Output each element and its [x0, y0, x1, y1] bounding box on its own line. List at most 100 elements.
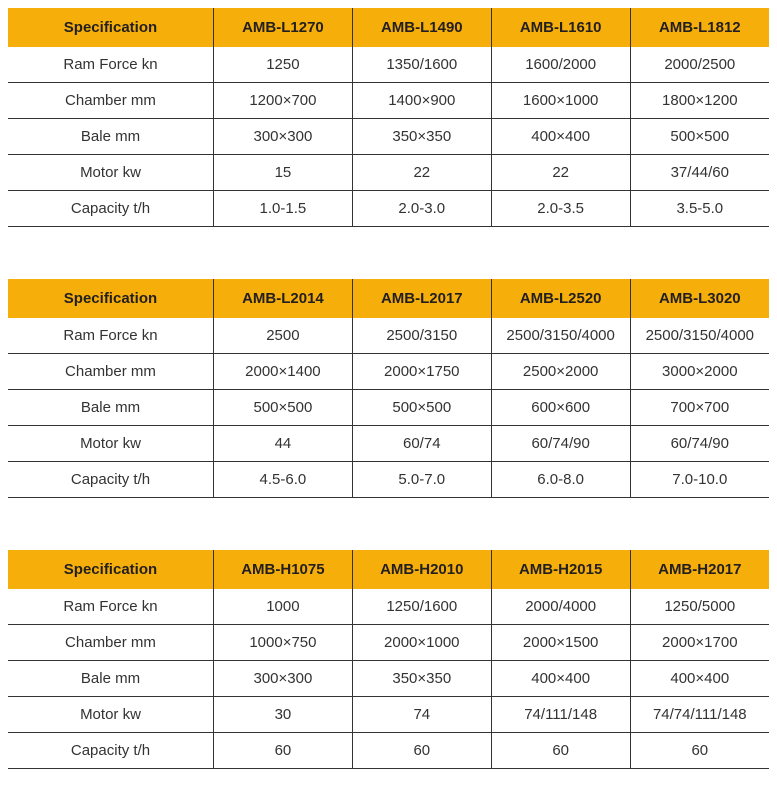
- data-cell: 2500/3150: [352, 318, 491, 354]
- col-header-model: AMB-L1270: [213, 8, 352, 47]
- data-cell: 1000×750: [213, 625, 352, 661]
- row-label: Motor kw: [8, 697, 213, 733]
- data-cell: 1350/1600: [352, 47, 491, 83]
- data-cell: 300×300: [213, 661, 352, 697]
- data-cell: 2.0-3.5: [491, 191, 630, 227]
- data-cell: 30: [213, 697, 352, 733]
- col-header-model: AMB-L1812: [630, 8, 769, 47]
- data-cell: 1.0-1.5: [213, 191, 352, 227]
- data-cell: 74/74/111/148: [630, 697, 769, 733]
- table-row: Capacity t/h1.0-1.52.0-3.02.0-3.53.5-5.0: [8, 191, 769, 227]
- table-header-row: SpecificationAMB-L1270AMB-L1490AMB-L1610…: [8, 8, 769, 47]
- data-cell: 350×350: [352, 661, 491, 697]
- data-cell: 60: [213, 733, 352, 769]
- row-label: Ram Force kn: [8, 47, 213, 83]
- col-header-model: AMB-L3020: [630, 279, 769, 318]
- table-header-row: SpecificationAMB-L2014AMB-L2017AMB-L2520…: [8, 279, 769, 318]
- data-cell: 1250/5000: [630, 589, 769, 625]
- data-cell: 2500: [213, 318, 352, 354]
- row-label: Ram Force kn: [8, 589, 213, 625]
- table-row: Bale mm300×300350×350400×400500×500: [8, 119, 769, 155]
- data-cell: 74/111/148: [491, 697, 630, 733]
- data-cell: 60: [491, 733, 630, 769]
- data-cell: 300×300: [213, 119, 352, 155]
- col-header-model: AMB-L2017: [352, 279, 491, 318]
- data-cell: 44: [213, 426, 352, 462]
- data-cell: 3.5-5.0: [630, 191, 769, 227]
- data-cell: 500×500: [630, 119, 769, 155]
- row-label: Chamber mm: [8, 354, 213, 390]
- data-cell: 60: [630, 733, 769, 769]
- row-label: Chamber mm: [8, 625, 213, 661]
- col-header-model: AMB-H2015: [491, 550, 630, 589]
- row-label: Capacity t/h: [8, 733, 213, 769]
- data-cell: 2500/3150/4000: [491, 318, 630, 354]
- col-header-specification: Specification: [8, 279, 213, 318]
- row-label: Capacity t/h: [8, 191, 213, 227]
- data-cell: 350×350: [352, 119, 491, 155]
- col-header-model: AMB-H1075: [213, 550, 352, 589]
- data-cell: 2.0-3.0: [352, 191, 491, 227]
- data-cell: 22: [491, 155, 630, 191]
- row-label: Bale mm: [8, 390, 213, 426]
- data-cell: 700×700: [630, 390, 769, 426]
- col-header-model: AMB-L2014: [213, 279, 352, 318]
- table-row: Chamber mm1200×7001400×9001600×10001800×…: [8, 83, 769, 119]
- data-cell: 400×400: [491, 661, 630, 697]
- table-row: Ram Force kn12501350/16001600/20002000/2…: [8, 47, 769, 83]
- data-cell: 15: [213, 155, 352, 191]
- data-cell: 22: [352, 155, 491, 191]
- row-label: Motor kw: [8, 155, 213, 191]
- data-cell: 3000×2000: [630, 354, 769, 390]
- data-cell: 400×400: [491, 119, 630, 155]
- data-cell: 1250: [213, 47, 352, 83]
- data-cell: 1400×900: [352, 83, 491, 119]
- table-row: Chamber mm1000×7502000×10002000×15002000…: [8, 625, 769, 661]
- data-cell: 2000×1750: [352, 354, 491, 390]
- data-cell: 2000×1000: [352, 625, 491, 661]
- row-label: Motor kw: [8, 426, 213, 462]
- table-row: Capacity t/h4.5-6.05.0-7.06.0-8.07.0-10.…: [8, 462, 769, 498]
- row-label: Chamber mm: [8, 83, 213, 119]
- table-row: Bale mm500×500500×500600×600700×700: [8, 390, 769, 426]
- table-row: Motor kw4460/7460/74/9060/74/90: [8, 426, 769, 462]
- table-row: Motor kw15222237/44/60: [8, 155, 769, 191]
- data-cell: 1200×700: [213, 83, 352, 119]
- table-row: Chamber mm2000×14002000×17502500×2000300…: [8, 354, 769, 390]
- data-cell: 2000/4000: [491, 589, 630, 625]
- row-label: Capacity t/h: [8, 462, 213, 498]
- table-header-row: SpecificationAMB-H1075AMB-H2010AMB-H2015…: [8, 550, 769, 589]
- col-header-model: AMB-H2017: [630, 550, 769, 589]
- data-cell: 2500×2000: [491, 354, 630, 390]
- data-cell: 1000: [213, 589, 352, 625]
- tables-root: Specification AMB-L1270AMB-L1490AMB-L1610…: [8, 8, 769, 769]
- data-cell: 74: [352, 697, 491, 733]
- table-row: Ram Force kn25002500/31502500/3150/40002…: [8, 318, 769, 354]
- data-cell: 1800×1200: [630, 83, 769, 119]
- col-header-model: AMB-L2520: [491, 279, 630, 318]
- data-cell: 7.0-10.0: [630, 462, 769, 498]
- data-cell: 2000×1500: [491, 625, 630, 661]
- col-header-model: AMB-L1490: [352, 8, 491, 47]
- data-cell: 400×400: [630, 661, 769, 697]
- table-row: Ram Force kn10001250/16002000/40001250/5…: [8, 589, 769, 625]
- spec-table-1: SpecificationAMB-L2014AMB-L2017AMB-L2520…: [8, 279, 769, 498]
- spec-table-2: SpecificationAMB-H1075AMB-H2010AMB-H2015…: [8, 550, 769, 769]
- row-label: Bale mm: [8, 661, 213, 697]
- table-row: Bale mm300×300350×350400×400400×400: [8, 661, 769, 697]
- col-header-specification: Specification: [8, 550, 213, 589]
- row-label: Bale mm: [8, 119, 213, 155]
- data-cell: 60: [352, 733, 491, 769]
- data-cell: 2000/2500: [630, 47, 769, 83]
- col-header-model: AMB-H2010: [352, 550, 491, 589]
- col-header-model: AMB-L1610: [491, 8, 630, 47]
- table-row: Motor kw307474/111/14874/74/111/148: [8, 697, 769, 733]
- data-cell: 37/44/60: [630, 155, 769, 191]
- row-label: Ram Force kn: [8, 318, 213, 354]
- data-cell: 1250/1600: [352, 589, 491, 625]
- data-cell: 60/74: [352, 426, 491, 462]
- data-cell: 2000×1400: [213, 354, 352, 390]
- data-cell: 6.0-8.0: [491, 462, 630, 498]
- data-cell: 1600×1000: [491, 83, 630, 119]
- data-cell: 5.0-7.0: [352, 462, 491, 498]
